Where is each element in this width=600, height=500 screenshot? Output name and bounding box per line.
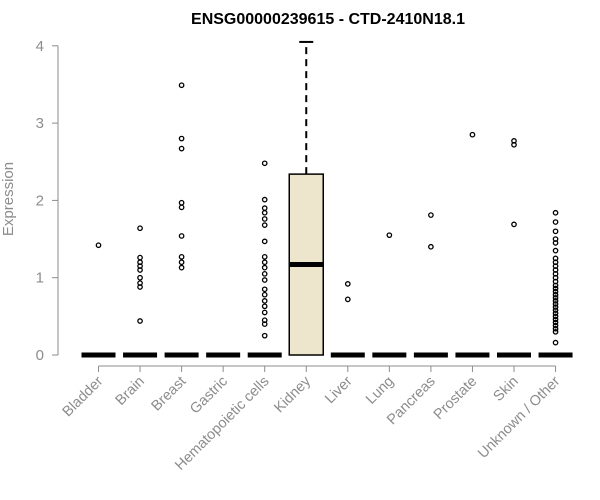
box-skin xyxy=(497,138,531,358)
x-tick-label: Bladder xyxy=(60,373,107,420)
outlier-point xyxy=(261,309,268,316)
y-tick-label: 2 xyxy=(36,192,44,209)
outlier-point xyxy=(137,280,143,286)
y-tick-label: 1 xyxy=(36,270,44,287)
outlier-point xyxy=(552,294,559,301)
outlier-point xyxy=(386,232,393,239)
y-axis: 0 1 2 3 4 xyxy=(36,38,59,364)
box-kidney xyxy=(288,40,324,356)
outlier-point xyxy=(552,316,559,323)
outlier-point xyxy=(261,259,268,266)
boxes-layer xyxy=(81,40,573,358)
outlier-point xyxy=(95,242,102,249)
outlier-point xyxy=(428,243,434,250)
box-brain xyxy=(123,225,158,358)
x-tick-label: Kidney xyxy=(271,373,314,416)
outlier-point xyxy=(178,204,185,211)
outlier-point xyxy=(552,322,559,329)
outlier-point xyxy=(261,264,268,271)
outlier-point xyxy=(261,270,268,277)
outlier-point xyxy=(178,253,185,260)
outlier-point xyxy=(552,236,559,242)
outlier-point xyxy=(261,222,268,228)
outlier-point xyxy=(344,296,351,303)
x-tick-label: Lung xyxy=(363,374,397,408)
outlier-point xyxy=(261,317,268,324)
x-tick-label: Liver xyxy=(322,373,356,407)
outlier-point xyxy=(552,339,559,346)
x-tick-label: Brain xyxy=(113,374,148,409)
outlier-point xyxy=(261,291,268,298)
outlier-point xyxy=(552,307,559,314)
outlier-point xyxy=(428,212,434,218)
outlier-point xyxy=(261,160,268,167)
outlier-point xyxy=(552,291,559,298)
outlier-point xyxy=(178,82,185,89)
outlier-point xyxy=(261,332,268,339)
box-pancreas xyxy=(413,212,448,358)
outlier-point xyxy=(469,131,476,138)
outlier-point xyxy=(261,205,268,211)
outlier-point xyxy=(511,138,517,144)
outlier-point xyxy=(178,199,185,206)
outlier-point xyxy=(552,288,559,295)
outlier-point xyxy=(261,286,268,293)
outlier-point xyxy=(552,313,559,320)
box-prostate xyxy=(455,131,490,358)
outlier-point xyxy=(511,221,517,228)
outlier-point xyxy=(137,274,143,281)
outlier-point xyxy=(552,255,559,262)
box-liver xyxy=(330,281,365,358)
outlier-point xyxy=(552,209,559,216)
outlier-point xyxy=(552,228,559,235)
outlier-point xyxy=(178,135,185,142)
outlier-point xyxy=(137,225,143,232)
outlier-point xyxy=(552,310,559,317)
y-tick-label: 0 xyxy=(36,347,44,364)
x-tick-label: Prostate xyxy=(431,374,480,423)
y-tick-label: 4 xyxy=(36,38,44,55)
outlier-point xyxy=(552,298,559,304)
outlier-point xyxy=(261,298,268,304)
outlier-point xyxy=(552,285,559,292)
outlier-point xyxy=(552,325,559,332)
outlier-point xyxy=(552,304,559,310)
box-breast xyxy=(164,82,199,358)
outlier-point xyxy=(552,319,559,326)
outlier-point xyxy=(261,277,268,283)
outlier-point xyxy=(261,238,268,245)
outlier-point xyxy=(178,145,185,152)
outlier-point xyxy=(261,253,268,260)
outlier-point xyxy=(261,209,268,216)
box-bladder xyxy=(81,242,116,358)
outlier-point xyxy=(137,254,143,261)
x-tick-label: Breast xyxy=(148,374,189,415)
outlier-point xyxy=(261,216,268,222)
outlier-point xyxy=(137,318,143,324)
outlier-point xyxy=(552,247,559,254)
y-tick-label: 3 xyxy=(36,115,44,132)
outlier-point xyxy=(178,233,185,239)
box-hematopoietic-cells xyxy=(247,160,282,358)
outlier-point xyxy=(552,219,559,225)
outlier-point xyxy=(261,303,268,310)
box-unknown-other xyxy=(538,209,573,358)
y-axis-label: Expression xyxy=(0,162,17,236)
box-lung xyxy=(372,232,407,358)
outlier-point xyxy=(178,264,185,271)
outlier-point xyxy=(552,328,559,335)
x-tick-label: Skin xyxy=(491,374,522,405)
outlier-point xyxy=(261,196,268,203)
outlier-point xyxy=(344,281,351,287)
chart-title: ENSG00000239615 - CTD-2410N18.1 xyxy=(191,11,465,28)
outlier-point xyxy=(178,259,185,266)
outlier-point xyxy=(552,301,559,307)
